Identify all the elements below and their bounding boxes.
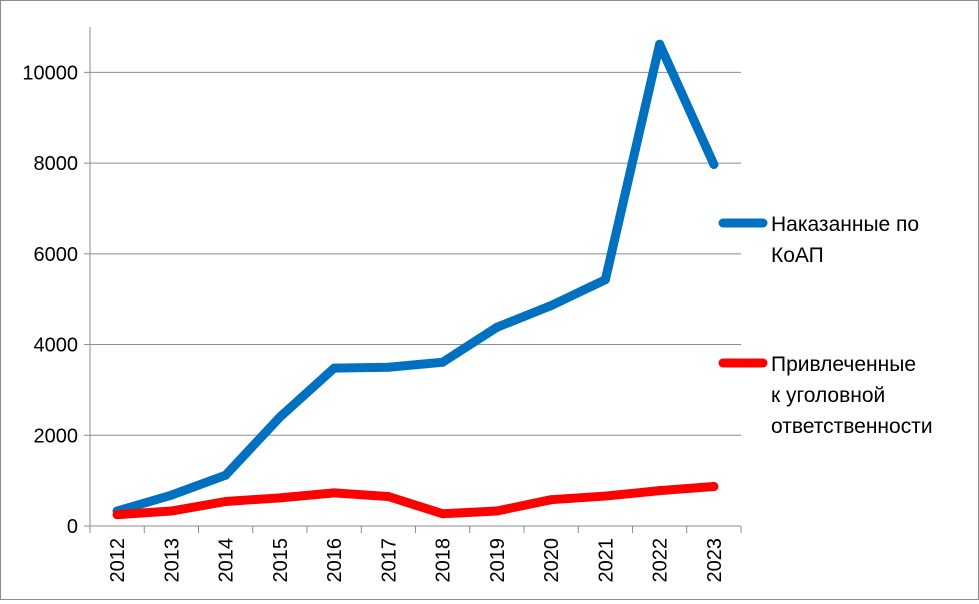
y-tick-labels: 0 2000 4000 6000 8000 10000 — [22, 62, 78, 538]
data-point — [329, 488, 339, 498]
series-line-2 — [112, 482, 719, 520]
data-point — [112, 510, 122, 520]
y-tick-label: 8000 — [34, 153, 79, 175]
data-point — [221, 470, 231, 480]
x-tick-label: 2018 — [433, 538, 455, 583]
x-tick-label: 2013 — [161, 538, 183, 583]
x-tick-label: 2012 — [107, 538, 129, 583]
y-tick-label: 0 — [67, 516, 78, 538]
x-tick-label: 2021 — [595, 538, 617, 583]
data-point — [655, 39, 665, 49]
x-tick-label: 2023 — [704, 538, 726, 583]
data-point — [166, 506, 176, 516]
series-lines — [112, 39, 719, 520]
series-line-1 — [112, 39, 719, 516]
y-tick-label: 4000 — [34, 335, 79, 357]
x-tick-label: 2015 — [270, 538, 292, 583]
x-tick-label: 2017 — [378, 538, 400, 583]
legend-label: к уголовной — [771, 384, 885, 407]
data-point — [438, 509, 448, 519]
data-point — [546, 495, 556, 505]
data-point — [275, 412, 285, 422]
x-tick-label: 2020 — [541, 538, 563, 583]
x-tick-label: 2016 — [324, 538, 346, 583]
legend-label: ответственности — [771, 415, 933, 438]
data-point — [709, 159, 719, 169]
data-point — [329, 363, 339, 373]
legend-label: Наказанные по — [771, 213, 919, 236]
data-point — [438, 357, 448, 367]
legend: Наказанные по КоАП Привлеченные к уголовной… — [718, 213, 933, 438]
x-tick-label: 2019 — [487, 538, 509, 583]
data-point — [655, 486, 665, 496]
data-point — [383, 492, 393, 502]
data-point — [600, 275, 610, 285]
data-point — [546, 301, 556, 311]
y-tick-label: 10000 — [22, 62, 78, 84]
data-point — [383, 362, 393, 372]
legend-label: КоАП — [771, 244, 824, 267]
y-tick-label: 2000 — [34, 425, 79, 447]
y-tick-label: 6000 — [34, 244, 79, 266]
x-tick-label: 2022 — [650, 538, 672, 583]
x-tick-labels: 2012 2013 2014 2015 2016 2017 2018 2019 2020 2021… — [107, 538, 726, 583]
x-tick-label: 2014 — [216, 538, 238, 583]
data-point — [166, 490, 176, 500]
data-point — [275, 493, 285, 503]
legend-label: Привлеченные — [771, 353, 916, 376]
data-point — [709, 482, 719, 492]
data-point — [492, 506, 502, 516]
axes — [84, 27, 742, 533]
data-point — [221, 497, 231, 507]
data-point — [492, 322, 502, 332]
data-point — [600, 491, 610, 501]
